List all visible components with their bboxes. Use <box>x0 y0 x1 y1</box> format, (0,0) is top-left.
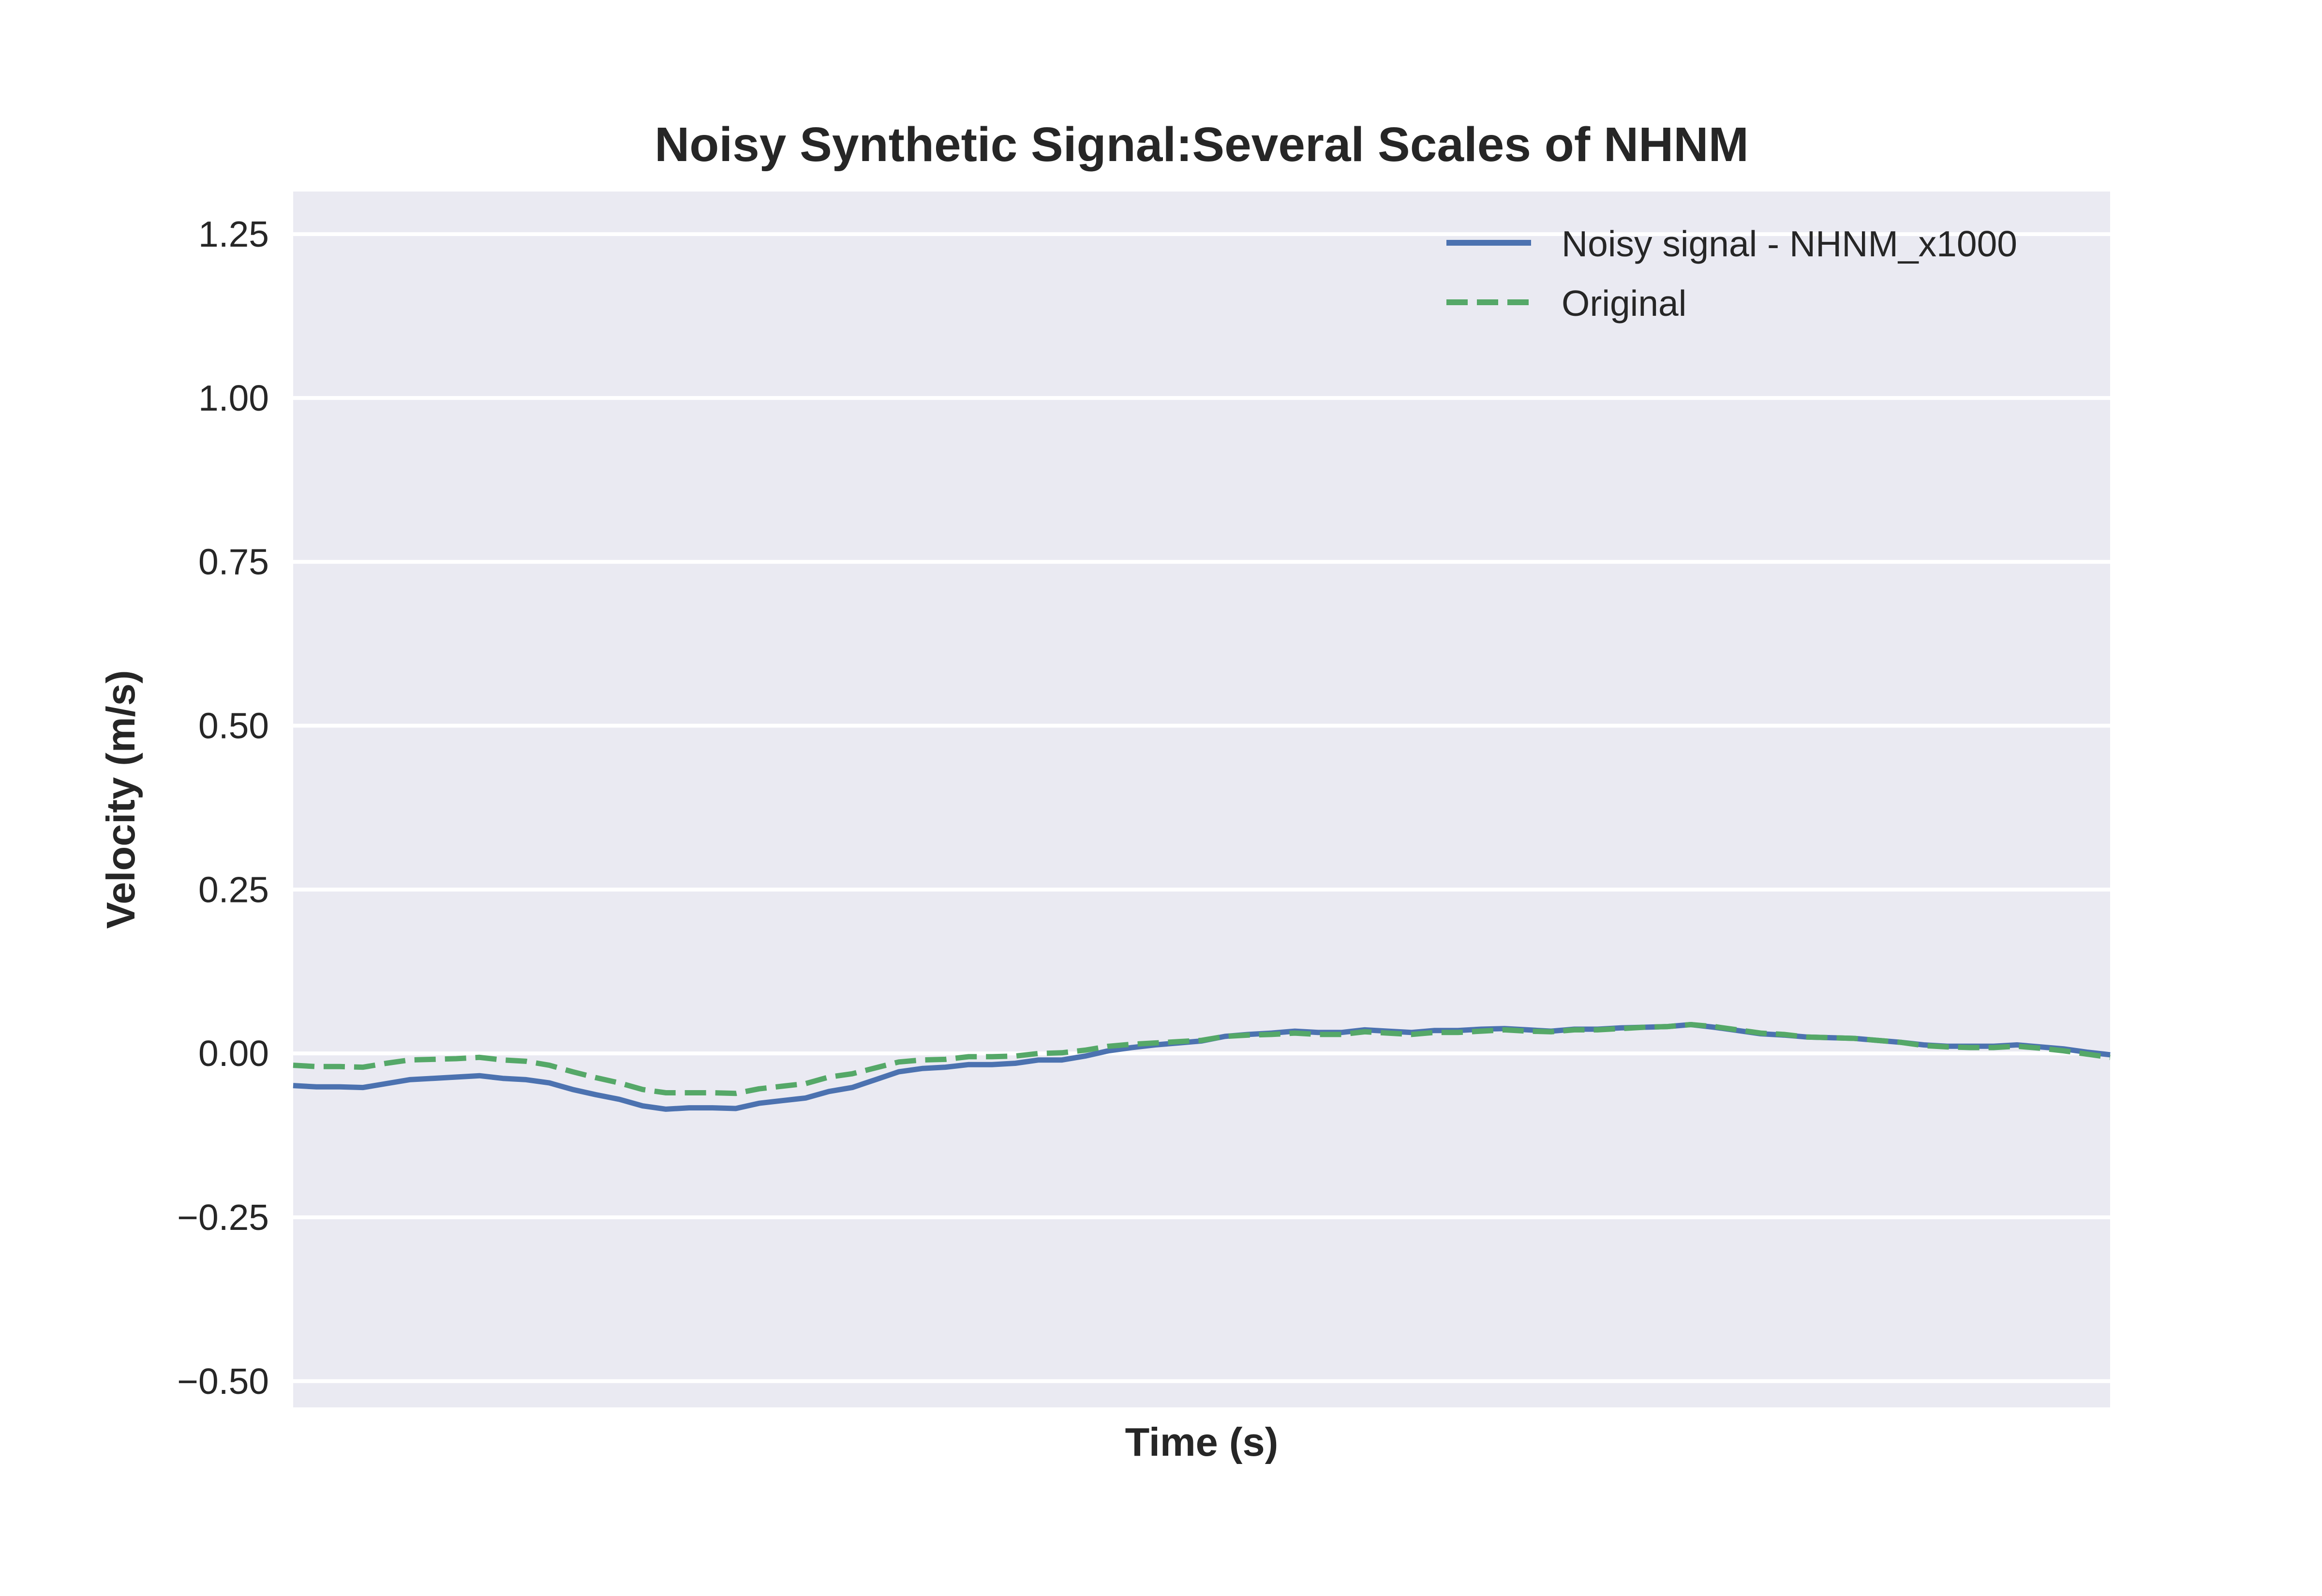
plot-area-background <box>293 192 2110 1407</box>
y-tick-label: 0.25 <box>198 869 269 910</box>
legend-label-noisy: Noisy signal - NHNM_x1000 <box>1562 223 2017 264</box>
legend-label-original: Original <box>1562 283 1686 324</box>
grid-lines <box>293 232 2110 1383</box>
x-axis-label: Time (s) <box>1125 1419 1279 1464</box>
series-line-original <box>293 1022 2111 1096</box>
y-tick-label: 1.00 <box>198 378 269 418</box>
y-axis-label: Velocity (m/s) <box>98 670 143 929</box>
y-tick-label: 1.25 <box>198 214 269 254</box>
y-tick-label: 0.50 <box>198 706 269 746</box>
y-tick-label: −0.50 <box>177 1361 269 1402</box>
legend: Noisy signal - NHNM_x1000 Original <box>1446 223 2017 324</box>
y-tick-label: −0.25 <box>177 1197 269 1238</box>
y-tick-label: 0.75 <box>198 542 269 582</box>
chart-title: Noisy Synthetic Signal:Several Scales of… <box>655 118 1749 172</box>
y-tick-labels: −0.50 −0.25 0.00 0.25 0.50 0.75 1.00 1.25 <box>177 214 269 1402</box>
series-lines <box>293 1022 2111 1112</box>
y-tick-label: 0.00 <box>198 1033 269 1074</box>
